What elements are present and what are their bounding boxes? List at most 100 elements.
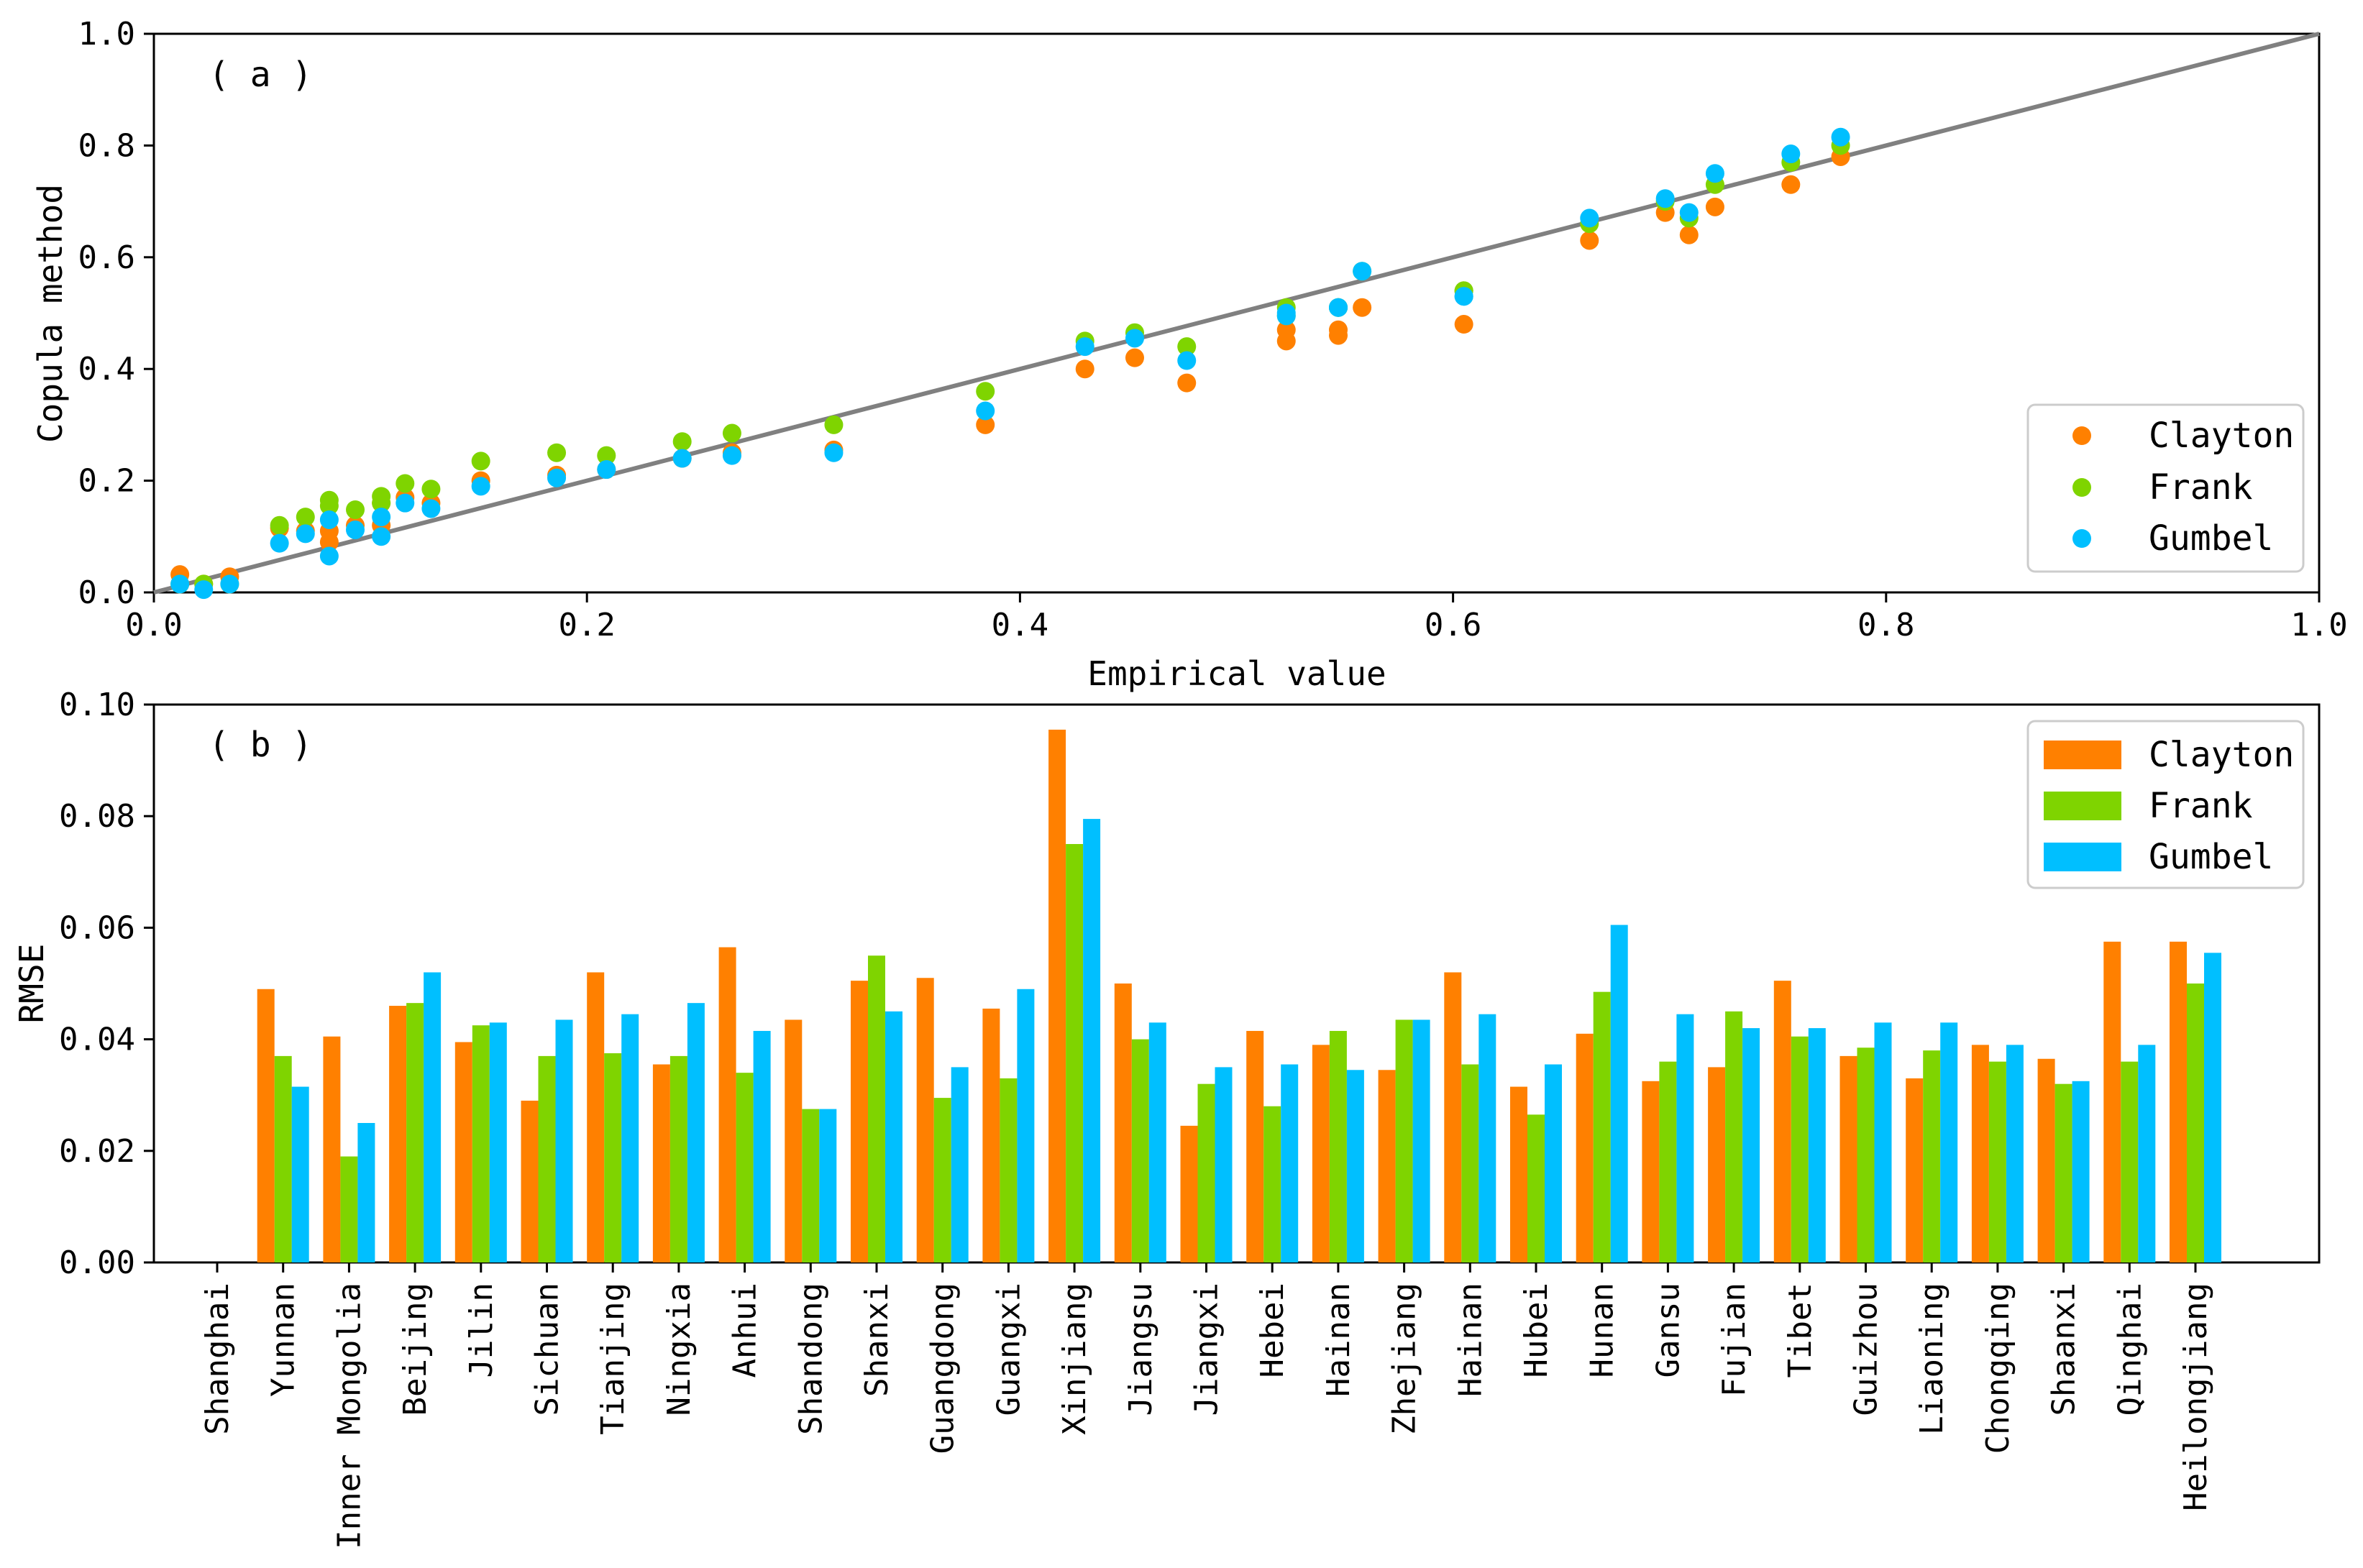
- legend-label-frank: Frank: [2149, 786, 2253, 826]
- x-tick-label: 1.0: [2290, 607, 2347, 643]
- category-label: Qinghai: [2111, 1283, 2148, 1416]
- y-tick-label: 0.2: [78, 463, 135, 500]
- bar-frank: [1000, 1078, 1018, 1262]
- category-label: Jiangsu: [1123, 1283, 1159, 1416]
- bar-clayton: [851, 981, 868, 1262]
- y-tick-label: 0.8: [78, 127, 135, 164]
- data-point-clayton: [1705, 197, 1724, 216]
- data-point-frank: [270, 515, 289, 535]
- bar-gumbel: [951, 1067, 969, 1262]
- data-point-gumbel: [1705, 164, 1724, 183]
- legend-label-gumbel: Gumbel: [2149, 837, 2273, 877]
- bar-clayton: [2037, 1058, 2055, 1262]
- category-label: Tianjing: [595, 1283, 631, 1435]
- bar-frank: [1791, 1036, 1809, 1262]
- data-point-gumbel: [1781, 145, 1801, 164]
- category-label: Shanxi: [859, 1283, 895, 1397]
- bar-clayton: [1180, 1125, 1198, 1262]
- bar-gumbel: [885, 1011, 902, 1262]
- bar-frank: [1263, 1106, 1281, 1262]
- y-tick-label: 0.0: [78, 574, 135, 611]
- bar-frank: [1923, 1050, 1941, 1262]
- scatter-panel-label: ( a ): [209, 55, 313, 95]
- bar-frank: [933, 1098, 951, 1262]
- bar-clayton: [982, 1008, 1000, 1262]
- bar-clayton: [521, 1100, 539, 1262]
- data-point-gumbel: [372, 508, 391, 527]
- data-point-frank: [597, 446, 616, 465]
- bar-frank: [1395, 1019, 1413, 1262]
- bar-gumbel: [1017, 989, 1035, 1262]
- bar-clayton: [785, 1019, 803, 1262]
- bar-gumbel: [291, 1086, 309, 1262]
- bar-frank: [604, 1053, 622, 1262]
- data-point-gumbel: [421, 499, 441, 518]
- scatter-panel: 0.0 0.2 0.4 0.6 0.8 1.0 0.0 0.2 0.4 0.6 0.8 1.0 ( …: [31, 16, 2348, 693]
- data-point-clayton: [1679, 225, 1699, 244]
- bar-frank: [868, 955, 885, 1262]
- legend-marker-frank: [2072, 478, 2091, 497]
- legend-marker-gumbel: [2072, 529, 2091, 548]
- category-label: Hainan: [1452, 1283, 1489, 1397]
- legend-swatch-clayton: [2044, 741, 2121, 769]
- bar-clayton: [916, 978, 934, 1262]
- bar-gumbel: [489, 1022, 507, 1262]
- bar-gumbel: [1281, 1064, 1299, 1262]
- category-label: Inner Mongolia: [331, 1283, 367, 1549]
- category-label: Zhejiang: [1386, 1283, 1423, 1435]
- legend-swatch-gumbel: [2044, 843, 2121, 871]
- x-tick-label: 0.6: [1425, 607, 1481, 643]
- y-tick-label: 0.00: [59, 1244, 135, 1281]
- data-point-gumbel: [597, 460, 616, 480]
- bar-y-axis: 0.00 0.02 0.04 0.06 0.08 0.10: [59, 687, 154, 1281]
- bar-gumbel: [1676, 1014, 1694, 1262]
- bar-clayton: [1444, 972, 1462, 1262]
- data-point-gumbel: [1353, 262, 1372, 281]
- x-tick-label: 0.4: [992, 607, 1048, 643]
- bar-clayton: [1048, 729, 1066, 1262]
- data-point-gumbel: [1177, 351, 1197, 370]
- bar-clayton: [1576, 1033, 1594, 1262]
- category-label: Tibet: [1782, 1283, 1819, 1377]
- data-point-gumbel: [346, 520, 365, 539]
- data-point-frank: [1177, 337, 1197, 357]
- data-point-gumbel: [170, 574, 190, 594]
- bar-series: [257, 729, 2221, 1262]
- category-label: Shandong: [792, 1283, 829, 1435]
- data-point-clayton: [1781, 175, 1801, 194]
- data-point-frank: [372, 493, 391, 513]
- bar-plot-frame: [152, 703, 2321, 1264]
- category-label: Gansu: [1650, 1283, 1686, 1377]
- bar-frank: [1988, 1061, 2006, 1262]
- data-point-gumbel: [1580, 208, 1599, 228]
- data-point-gumbel: [471, 477, 490, 496]
- bar-frank: [274, 1055, 292, 1262]
- bar-frank: [1066, 844, 1084, 1262]
- bar-clayton: [1510, 1086, 1527, 1262]
- data-point-frank: [672, 432, 692, 451]
- data-point-gumbel: [1329, 298, 1348, 317]
- bar-frank: [669, 1055, 687, 1262]
- category-label: Hubei: [1518, 1283, 1555, 1377]
- legend-label-clayton: Clayton: [2149, 735, 2294, 775]
- legend-label-gumbel: Gumbel: [2149, 518, 2273, 559]
- bar-clayton: [389, 1006, 407, 1262]
- data-point-clayton: [1276, 320, 1296, 339]
- x-tick-label: 0.0: [125, 607, 182, 643]
- bar-gumbel: [1610, 925, 1628, 1262]
- bar-gumbel: [753, 1030, 771, 1262]
- data-point-gumbel: [194, 580, 214, 600]
- bar-frank: [340, 1156, 358, 1262]
- category-label: Heilongjiang: [2177, 1283, 2214, 1511]
- y-tick-label: 1.0: [78, 16, 135, 52]
- bar-panel-label: ( b ): [209, 725, 313, 765]
- bar-frank: [1131, 1039, 1149, 1262]
- scatter-x-axis-label: Empirical value: [1087, 654, 1386, 693]
- bar-gumbel: [819, 1109, 837, 1262]
- bar-gumbel: [1215, 1067, 1233, 1262]
- bar-clayton: [652, 1064, 670, 1262]
- bar-frank: [1857, 1047, 1875, 1262]
- category-label: Hunan: [1584, 1283, 1621, 1377]
- data-point-gumbel: [824, 443, 844, 462]
